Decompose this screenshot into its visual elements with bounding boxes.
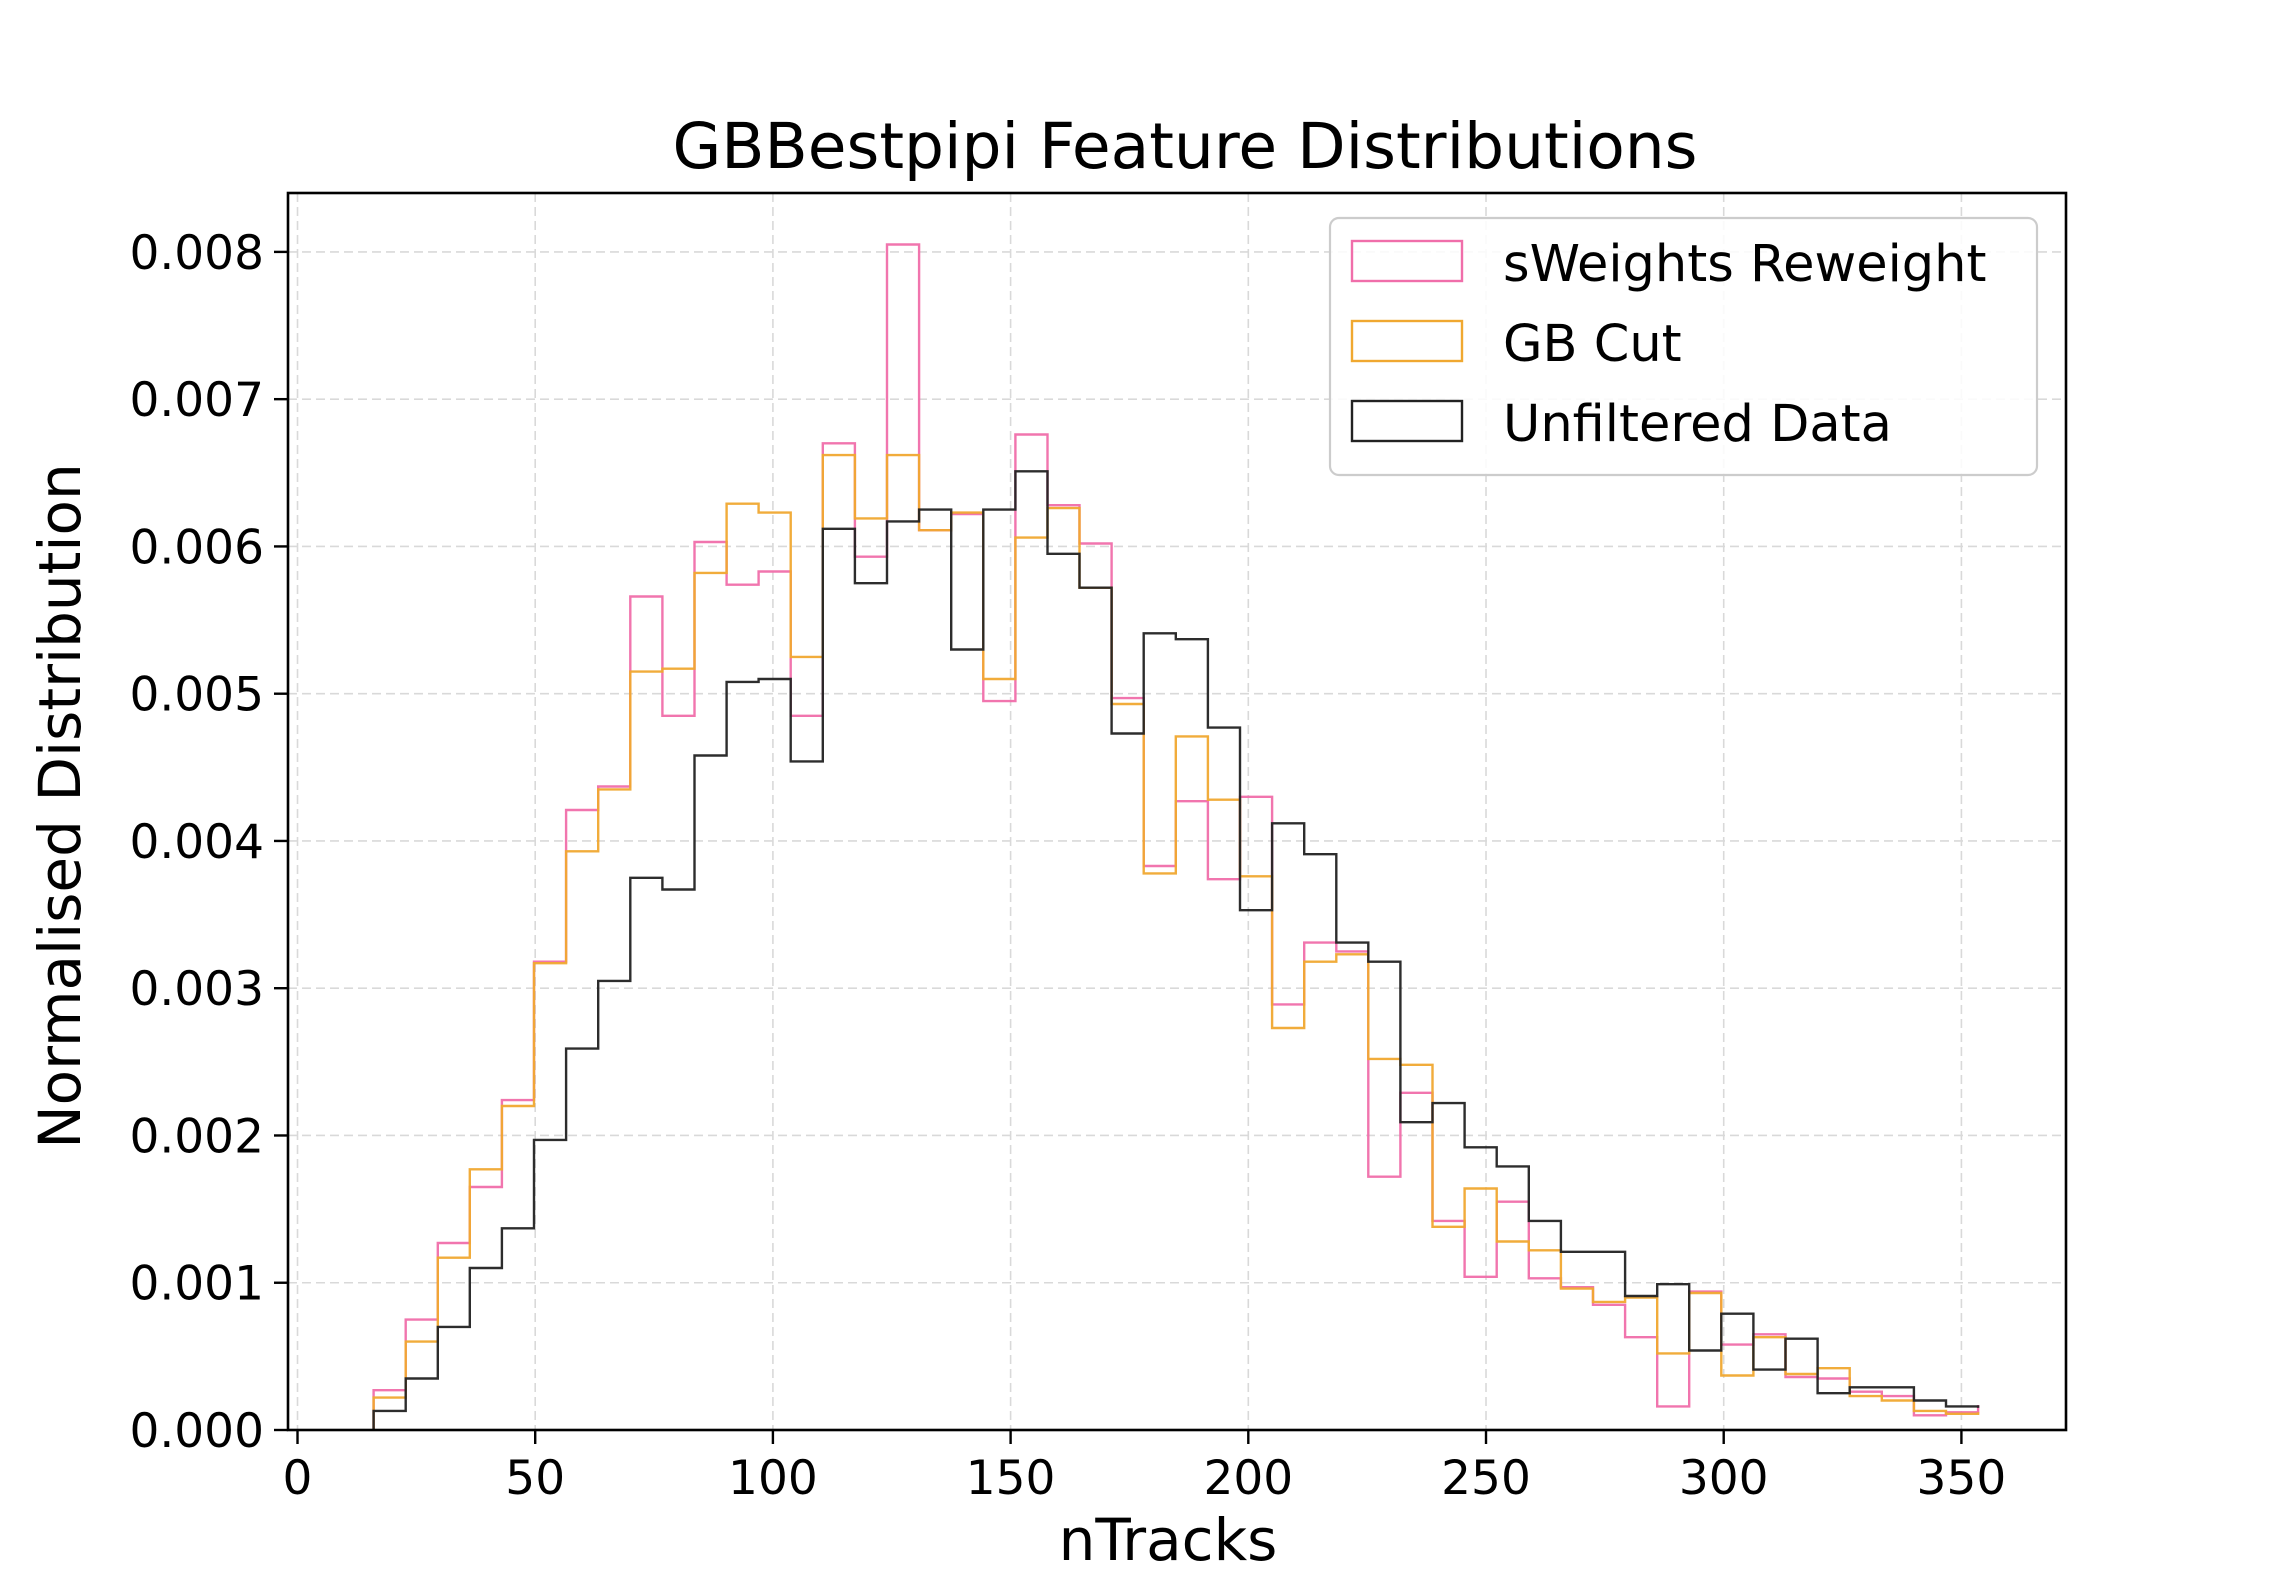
y-axis-ticks: 0.000 0.001 0.002 0.003 0.004 0.005 0.006 0.007…	[129, 226, 288, 1459]
legend-swatch-sweights-reweight	[1350, 239, 1464, 283]
y-tick-label-4: 0.004	[129, 815, 264, 870]
x-tick-label-0: 0	[283, 1451, 313, 1506]
x-tick-label-2: 100	[728, 1451, 818, 1506]
legend-label-sweights-reweight: sWeights Reweight	[1503, 235, 1987, 294]
series-unfiltered-data-step	[372, 470, 1980, 1430]
y-tick-label-1: 0.001	[129, 1257, 264, 1312]
legend-swatch-gb-cut	[1350, 319, 1464, 363]
y-tick-label-2: 0.002	[129, 1109, 264, 1164]
y-tick-label-5: 0.005	[129, 668, 264, 723]
series-gb-cut-step	[372, 453, 1980, 1430]
x-tick-label-5: 250	[1441, 1451, 1531, 1506]
legend-frame	[1328, 216, 2039, 477]
x-tick-label-4: 200	[1203, 1451, 1293, 1506]
legend: sWeights Reweight GB Cut Unfiltered Data	[1328, 216, 2039, 477]
y-tick-label-0: 0.000	[129, 1404, 264, 1459]
x-axis-label: nTracks	[1059, 1506, 1278, 1574]
y-tick-label-6: 0.006	[129, 520, 264, 575]
legend-swatch-unfiltered-data	[1350, 399, 1464, 443]
y-axis-label: Normalised Distribution	[26, 463, 94, 1149]
legend-label-gb-cut: GB Cut	[1503, 315, 1682, 374]
x-tick-label-6: 300	[1679, 1451, 1769, 1506]
y-tick-label-7: 0.007	[129, 373, 264, 428]
chart-title: GBBestpipi Feature Distributions	[672, 110, 1697, 183]
x-tick-label-1: 50	[505, 1451, 565, 1506]
plot-frame	[286, 191, 2068, 1432]
x-axis-ticks: 0 50 100 150 200 250 300 350	[283, 1430, 2007, 1506]
legend-label-unfiltered-data: Unfiltered Data	[1503, 395, 1892, 454]
y-tick-label-8: 0.008	[129, 226, 264, 281]
x-tick-label-3: 150	[966, 1451, 1056, 1506]
x-tick-label-7: 350	[1917, 1451, 2007, 1506]
y-tick-label-3: 0.003	[129, 962, 264, 1017]
histogram-series-layer	[372, 243, 1980, 1430]
